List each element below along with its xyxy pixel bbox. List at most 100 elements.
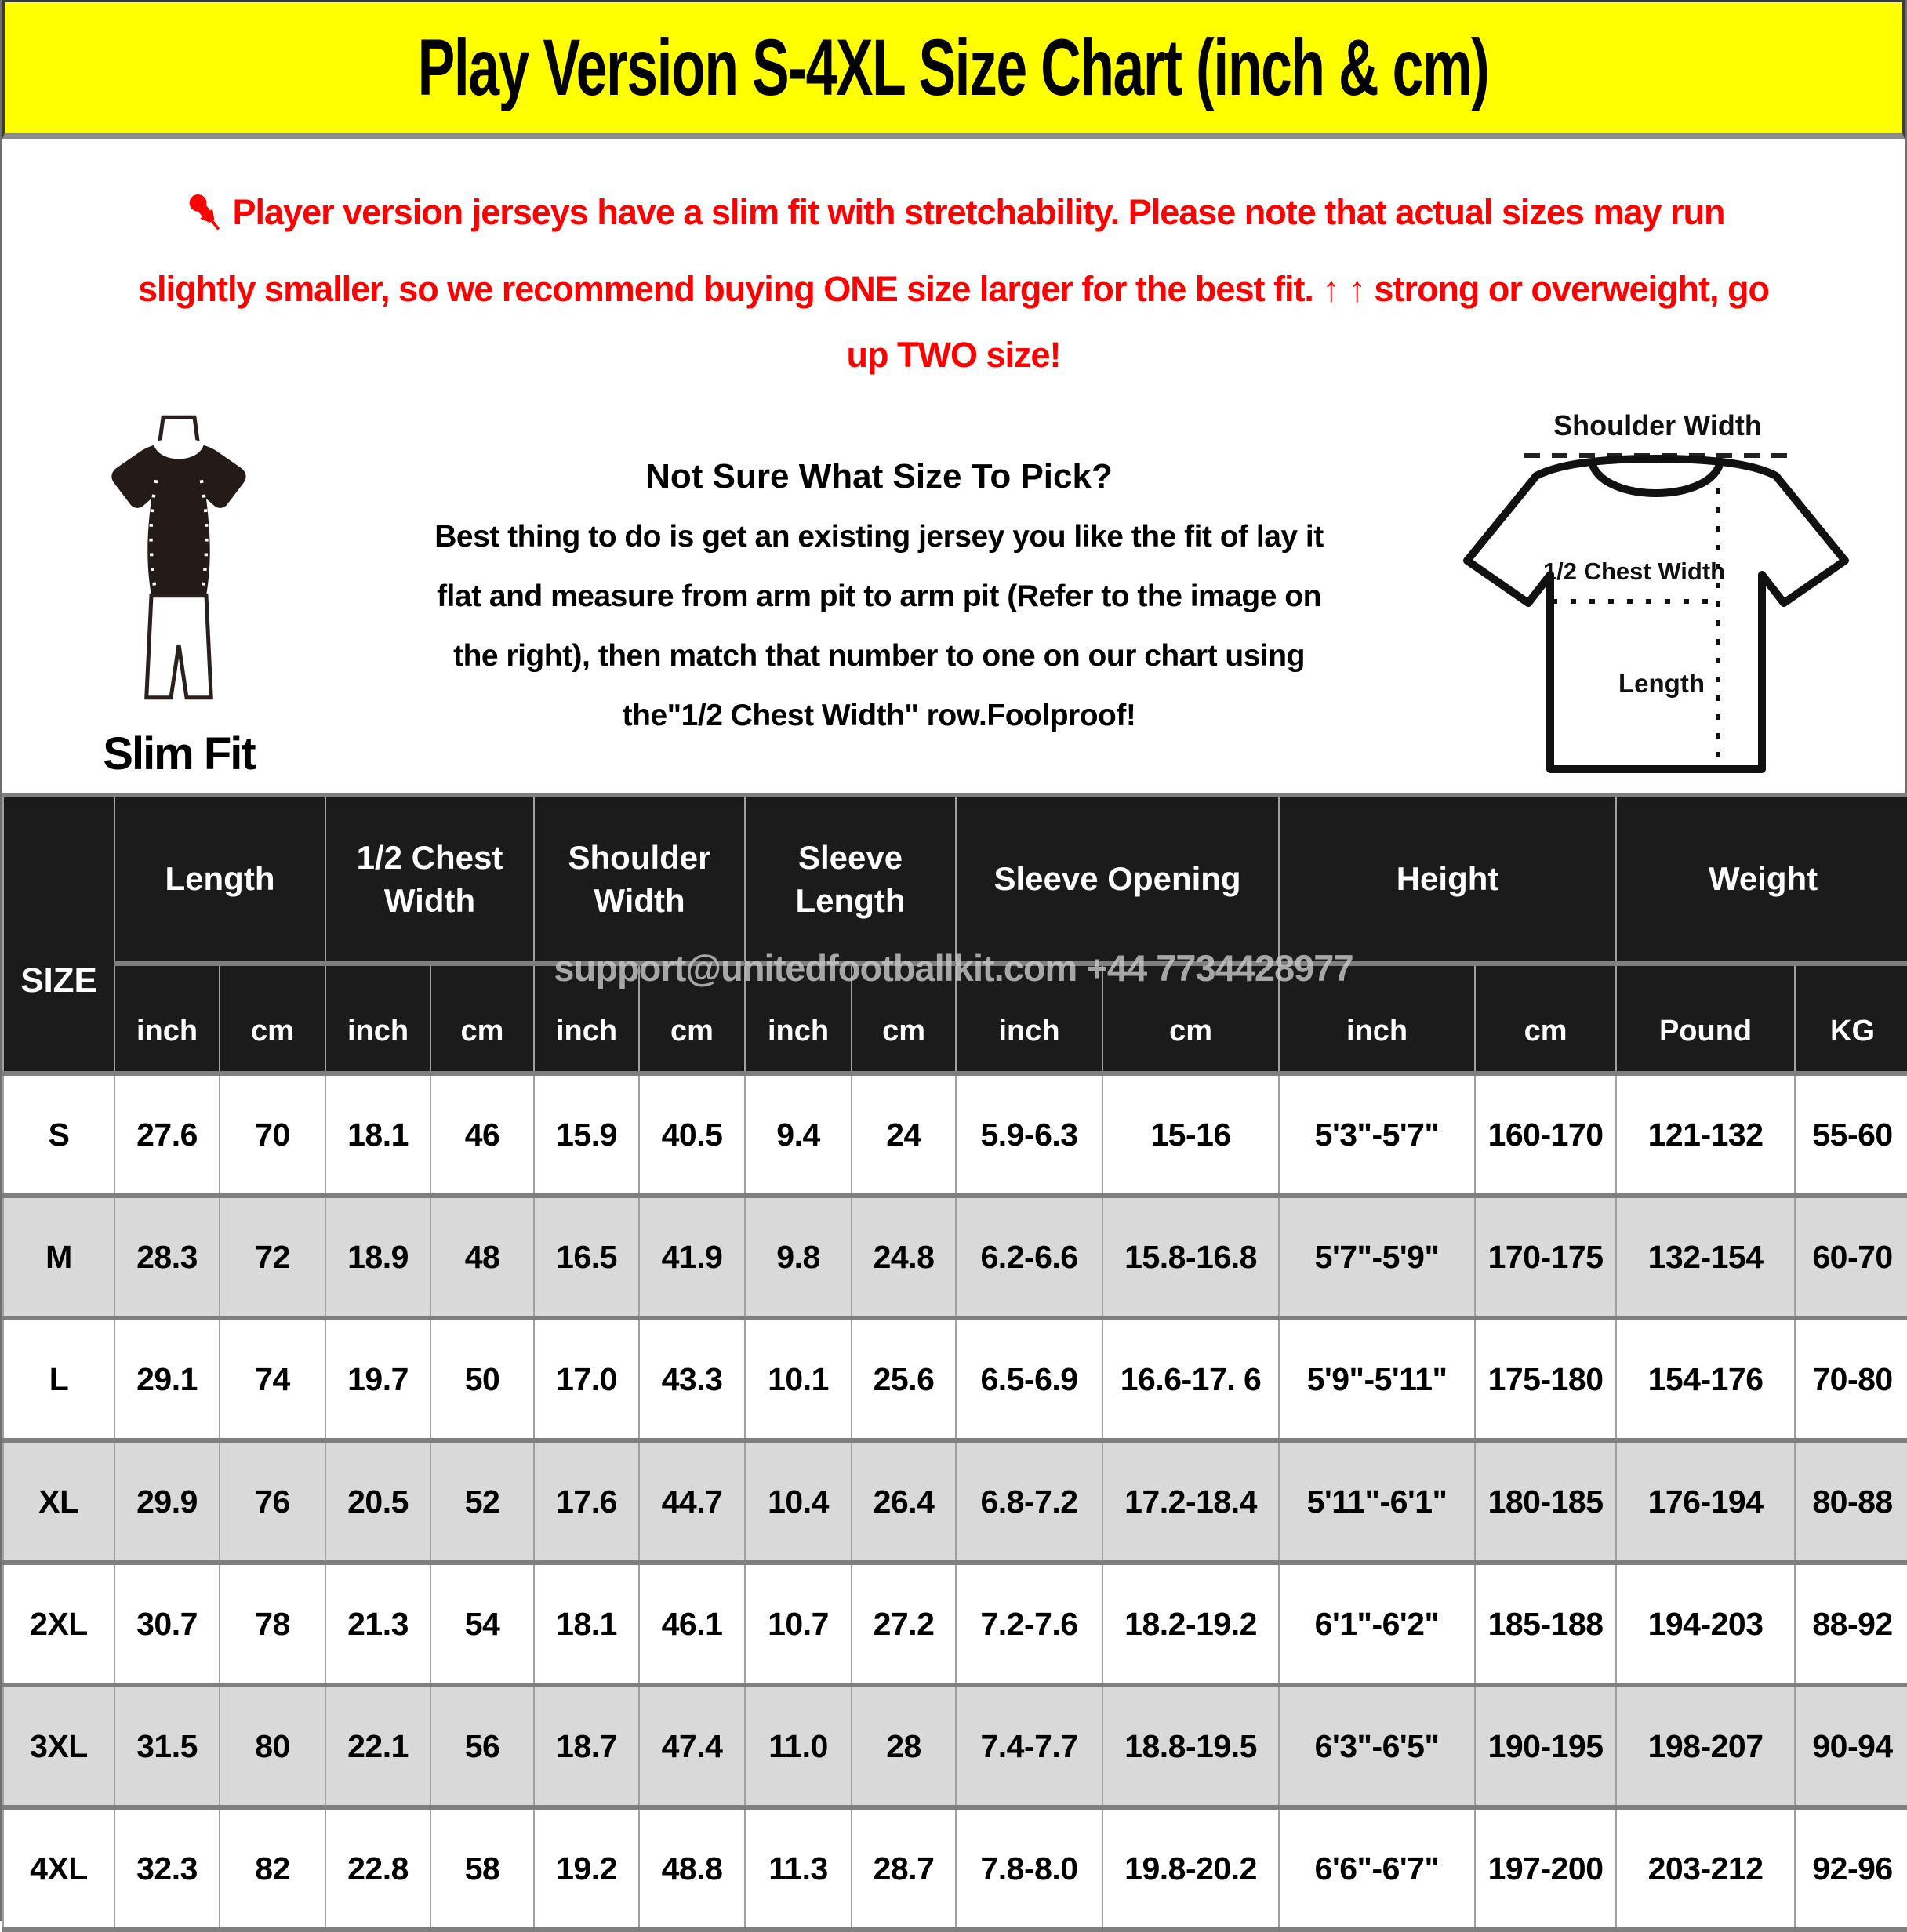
table-group-header-row: SIZE Length 1/2 Chest Width Shoulder Wid… (2, 793, 1907, 1076)
table-cell: 22.1 (325, 1683, 431, 1810)
table-cell: 132-154 (1615, 1193, 1796, 1320)
table-cell: 54 (430, 1560, 535, 1687)
unit-header: inch (114, 961, 220, 1076)
size-pick-guide-text: Not Sure What Size To Pick? Best thing t… (332, 396, 1426, 793)
table-cell: 46.1 (637, 1560, 746, 1687)
size-table-section: support@unitedfootballkit.com +44 773442… (2, 793, 1907, 1932)
table-cell: 48.8 (637, 1805, 746, 1932)
table-row-2xl: 2XL 30.7 78 21.3 54 18.1 46.1 10.7 27.2 … (2, 1560, 1907, 1687)
table-cell: 18.1 (325, 1071, 431, 1198)
table-cell: 27.2 (851, 1560, 957, 1687)
table-cell: 90-94 (1794, 1683, 1907, 1810)
table-cell: 10.1 (744, 1316, 853, 1443)
table-cell: 47.4 (637, 1683, 746, 1810)
col-header-weight: Weight (1615, 793, 1907, 966)
table-row-m: M 28.3 72 18.9 48 16.5 41.9 9.8 24.8 6.2… (2, 1193, 1907, 1320)
table-cell: 194-203 (1615, 1560, 1796, 1687)
table-cell: 18.2-19.2 (1102, 1560, 1280, 1687)
table-cell: 41.9 (637, 1193, 746, 1320)
table-cell: 88-92 (1794, 1560, 1907, 1687)
size-cell: S (2, 1071, 115, 1198)
guide-line-2: flat and measure from arm pit to arm pit… (437, 579, 1321, 613)
table-cell: 29.9 (114, 1438, 220, 1565)
table-cell: 50 (430, 1316, 535, 1443)
table-cell: 32.3 (114, 1805, 220, 1932)
table-cell: 48 (430, 1193, 535, 1320)
table-row-xl: XL 29.9 76 20.5 52 17.6 44.7 10.4 26.4 6… (2, 1438, 1907, 1565)
table-cell: 18.8-19.5 (1102, 1683, 1280, 1810)
table-cell: 11.0 (744, 1683, 853, 1810)
table-cell: 10.4 (744, 1438, 853, 1565)
table-cell: 70-80 (1794, 1316, 1907, 1443)
table-cell: 5.9-6.3 (955, 1071, 1104, 1198)
table-cell: 7.8-8.0 (955, 1805, 1104, 1932)
table-row-l: L 29.1 74 19.7 50 17.0 43.3 10.1 25.6 6.… (2, 1316, 1907, 1443)
size-cell: L (2, 1316, 115, 1443)
note-line-2: slightly smaller, so we recommend buying… (138, 269, 1770, 309)
table-cell: 15.8-16.8 (1102, 1193, 1280, 1320)
table-cell: 180-185 (1474, 1438, 1618, 1565)
table-cell: 6'6"-6'7" (1278, 1805, 1477, 1932)
table-cell: 9.8 (744, 1193, 853, 1320)
table-cell: 40.5 (637, 1071, 746, 1198)
note-line-3: up TWO size! (846, 335, 1062, 375)
table-cell: 19.2 (533, 1805, 640, 1932)
unit-header: cm (851, 961, 957, 1076)
unit-header: inch (1278, 961, 1477, 1076)
diagram-shoulder-width-label: Shoulder Width (1553, 409, 1762, 441)
table-cell: 19.7 (325, 1316, 431, 1443)
table-cell: 17.2-18.4 (1102, 1438, 1280, 1565)
table-cell: 58 (430, 1805, 535, 1932)
table-cell: 29.1 (114, 1316, 220, 1443)
sizing-guide-section: Slim Fit Not Sure What Size To Pick? Bes… (2, 396, 1905, 793)
table-cell: 11.3 (744, 1805, 853, 1932)
col-header-size: SIZE (2, 793, 115, 1076)
unit-header: KG (1794, 961, 1907, 1076)
unit-header: inch (533, 961, 640, 1076)
table-cell: 25.6 (851, 1316, 957, 1443)
size-table: SIZE Length 1/2 Chest Width Shoulder Wid… (2, 793, 1907, 1932)
table-cell: 18.1 (533, 1560, 640, 1687)
table-cell: 5'3"-5'7" (1278, 1071, 1477, 1198)
table-cell: 6'3"-6'5" (1278, 1683, 1477, 1810)
table-cell: 154-176 (1615, 1316, 1796, 1443)
table-cell: 46 (430, 1071, 535, 1198)
table-cell: 5'11"-6'1" (1278, 1438, 1477, 1565)
table-cell: 74 (219, 1316, 326, 1443)
slim-fit-label: Slim Fit (103, 728, 256, 779)
table-cell: 43.3 (637, 1316, 746, 1443)
table-cell: 19.8-20.2 (1102, 1805, 1280, 1932)
slim-fit-figure-icon (111, 415, 246, 700)
table-unit-header-row: inch cm inch cm inch cm inch cm inch cm … (3, 961, 1907, 1076)
table-cell: 70 (219, 1071, 326, 1198)
pushpin-icon (183, 190, 228, 256)
table-cell: 175-180 (1474, 1316, 1618, 1443)
table-row-4xl: 4XL 32.3 82 22.8 58 19.2 48.8 11.3 28.7 … (2, 1805, 1907, 1932)
col-header-height: Height (1278, 793, 1618, 966)
table-cell: 76 (219, 1438, 326, 1565)
table-cell: 7.2-7.6 (955, 1560, 1104, 1687)
table-cell: 80-88 (1794, 1438, 1907, 1565)
table-cell: 5'7"-5'9" (1278, 1193, 1477, 1320)
table-cell: 27.6 (114, 1071, 220, 1198)
table-cell: 26.4 (851, 1438, 957, 1565)
table-cell: 60-70 (1794, 1193, 1907, 1320)
table-cell: 170-175 (1474, 1193, 1618, 1320)
size-cell: 2XL (2, 1560, 115, 1687)
unit-header: cm (430, 961, 535, 1076)
table-cell: 22.8 (325, 1805, 431, 1932)
table-cell: 203-212 (1615, 1805, 1796, 1932)
note-line-1: Player version jerseys have a slim fit w… (2, 180, 1905, 256)
table-cell: 6.2-6.6 (955, 1193, 1104, 1320)
table-cell: 10.7 (744, 1560, 853, 1687)
col-header-sleeve-length: Sleeve Length (744, 793, 957, 966)
unit-header: inch (744, 961, 853, 1076)
table-cell: 197-200 (1474, 1805, 1618, 1932)
col-header-shoulder-width: Shoulder Width (532, 793, 746, 966)
table-cell: 176-194 (1615, 1438, 1796, 1565)
table-cell: 185-188 (1474, 1560, 1618, 1687)
table-cell: 18.9 (325, 1193, 431, 1320)
table-cell: 16.6-17. 6 (1102, 1316, 1280, 1443)
unit-header: cm (637, 961, 746, 1076)
table-cell: 28.7 (851, 1805, 957, 1932)
